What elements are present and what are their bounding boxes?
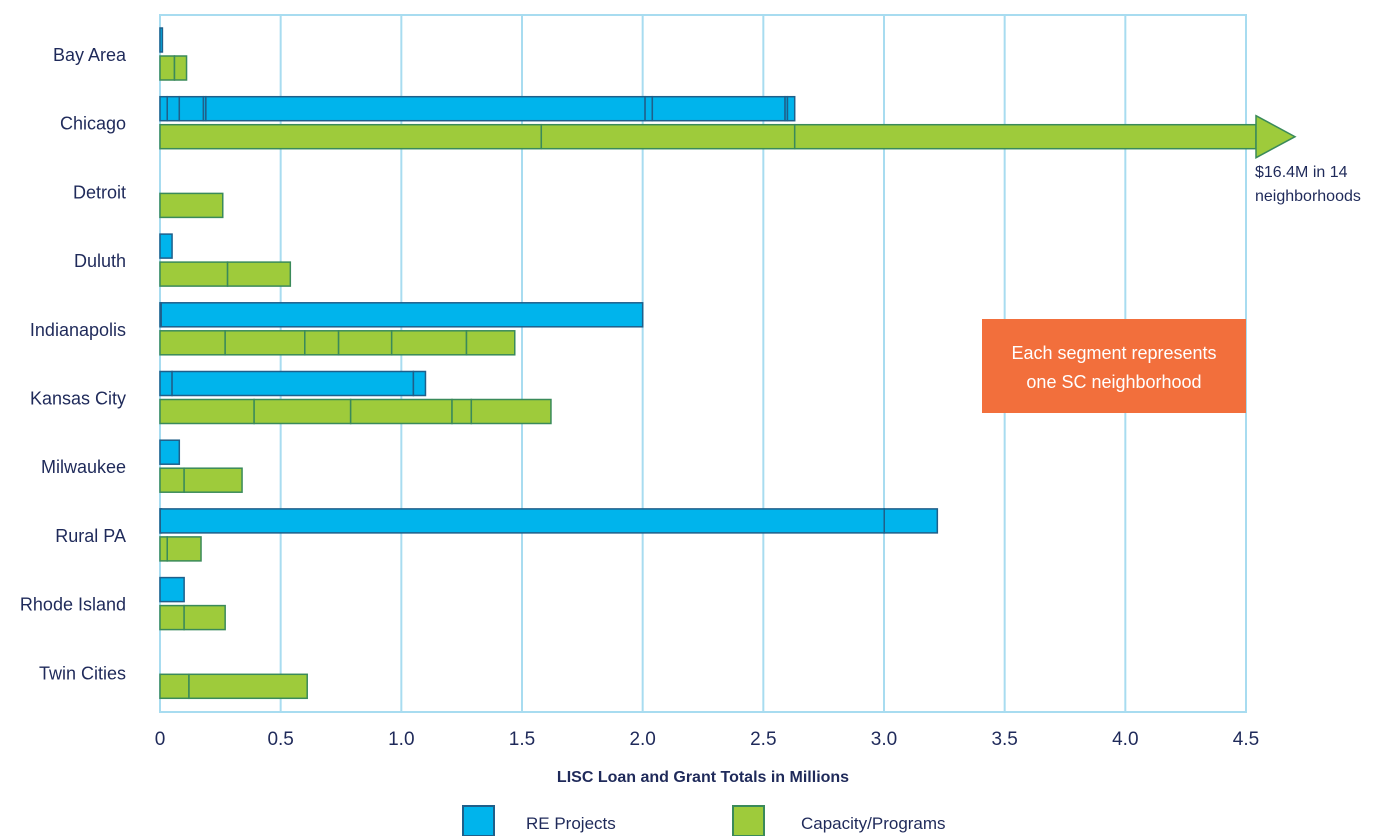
category-label-milwaukee: Milwaukee [41,457,126,477]
x-tick-label-5: 2.5 [750,729,776,750]
bar-segment-re-projects-bay-area-1 [159,27,164,53]
bar-segment-re-projects-chicago-1 [159,95,168,122]
bar-segment-capacity-programs-kansas-city-5 [470,398,552,425]
bar-segment-re-projects-chicago-5 [205,95,646,122]
category-label-rhode-island: Rhode Island [20,595,126,615]
bar-segment-re-projects-chicago-6 [644,95,654,122]
bar-segment-capacity-programs-kansas-city-1 [159,398,255,425]
overflow-note-line-2: neighborhoods [1255,188,1361,205]
bar-segment-re-projects-chicago-3 [178,95,205,122]
category-label-rural-pa: Rural PA [55,526,126,546]
bar-segment-capacity-programs-bay-area-1 [159,55,176,81]
bar-segment-capacity-programs-chicago-2 [540,123,796,150]
x-tick-label-1: 0.5 [267,729,293,750]
bar-segment-capacity-programs-detroit-1 [159,192,224,219]
bar-segment-re-projects-rural-pa-3 [883,508,939,534]
bar-segment-capacity-programs-indianapolis-5 [390,330,468,356]
bar-segment-capacity-programs-milwaukee-2 [183,467,243,493]
bar-segment-capacity-programs-chicago-1 [159,123,543,150]
callout-line-2: one SC neighborhood [1026,372,1201,392]
category-label-twin-cities: Twin Cities [39,663,126,683]
bar-segment-re-projects-duluth-1 [159,233,173,259]
bar-segment-re-projects-rural-pa-2 [159,508,885,534]
bar-segment-capacity-programs-kansas-city-3 [349,398,453,425]
bar-segment-capacity-programs-duluth-1 [159,261,229,287]
category-label-duluth: Duluth [74,251,126,271]
legend-swatch-re-projects [462,805,495,836]
bar-layer [159,27,1297,700]
bar-segment-capacity-programs-milwaukee-1 [159,467,185,493]
x-axis-title: LISC Loan and Grant Totals in Millions [557,769,849,786]
bar-segment-capacity-programs-indianapolis-1 [159,330,226,356]
legend-label-re-projects: RE Projects [526,814,616,833]
bar-segment-capacity-programs-duluth-2 [226,261,292,287]
x-tick-label-2: 1.0 [388,729,414,750]
bar-segment-capacity-programs-kansas-city-2 [253,398,352,425]
callout-line-1: Each segment represents [1011,343,1216,363]
x-tick-label-8: 4.0 [1112,729,1138,750]
x-tick-label-7: 3.5 [991,729,1017,750]
bar-segment-re-projects-milwaukee-1 [159,439,181,465]
overflow-note: $16.4M in 14 neighborhoods [1255,164,1361,205]
bar-segment-capacity-programs-bay-area-2 [173,55,188,81]
bar-segment-capacity-programs-chicago-3 [793,123,1257,150]
bar-segment-capacity-programs-indianapolis-4 [337,330,393,356]
bar-segment-capacity-programs-rural-pa-2 [166,536,202,562]
callout-background [982,319,1246,413]
category-label-detroit: Detroit [73,182,126,202]
bar-segment-capacity-programs-indianapolis-2 [224,330,306,356]
x-tick-label-6: 3.0 [871,729,897,750]
bar-segment-re-projects-kansas-city-2 [171,370,415,397]
bar-segment-re-projects-chicago-2 [166,95,181,122]
x-tick-label-4: 2.0 [629,729,655,750]
bar-segment-re-projects-rhode-island-1 [159,576,185,603]
legend-swatch-capacity-programs [732,805,765,836]
category-label-bay-area: Bay Area [53,45,127,65]
bar-segment-capacity-programs-twin-cities-1 [159,673,190,700]
x-tick-label-9: 4.5 [1233,729,1259,750]
category-label-kansas-city: Kansas City [30,389,126,409]
bar-segment-capacity-programs-twin-cities-2 [188,673,308,700]
bar-segment-re-projects-kansas-city-3 [412,370,427,397]
bar-segment-re-projects-chicago-9 [786,95,796,122]
x-tick-label-0: 0 [155,729,166,750]
legend: RE Projects Capacity/Programs [462,805,946,836]
label-layer: 0 0.5 1.0 1.5 2.0 2.5 3.0 3.5 4.0 4.5 Bay Area Chic… [20,45,1259,750]
bar-segment-capacity-programs-indianapolis-3 [304,330,340,356]
callout-box: Each segment represents one SC neighborh… [982,319,1246,413]
bar-segment-capacity-programs-rural-pa-1 [159,536,168,562]
bar-segment-capacity-programs-kansas-city-4 [451,398,473,425]
bar-segment-capacity-programs-indianapolis-6 [465,330,516,356]
bar-segment-re-projects-indianapolis-2 [160,302,644,328]
bar-segment-re-projects-kansas-city-1 [159,370,173,397]
bar-segment-capacity-programs-rhode-island-1 [159,604,185,631]
x-tick-label-3: 1.5 [509,729,535,750]
bar-segment-re-projects-chicago-7 [651,95,786,122]
category-label-indianapolis: Indianapolis [30,320,126,340]
legend-label-capacity-programs: Capacity/Programs [801,814,946,833]
overflow-note-line-1: $16.4M in 14 [1255,164,1348,181]
bar-segment-capacity-programs-rhode-island-2 [183,604,226,631]
category-label-chicago: Chicago [60,114,126,134]
overflow-arrow-capacity-programs-chicago [1255,114,1297,159]
